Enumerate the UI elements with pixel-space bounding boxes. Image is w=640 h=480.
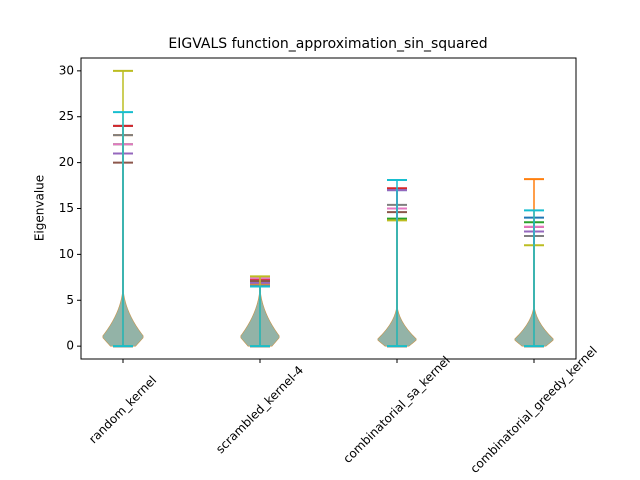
chart-title: EIGVALS function_approximation_sin_squar… bbox=[168, 36, 487, 52]
y-tick-label: 10 bbox=[59, 247, 74, 261]
x-tick-label: random_kernel bbox=[86, 373, 159, 446]
y-tick-label: 25 bbox=[59, 109, 74, 123]
axes-frame bbox=[80, 57, 577, 360]
plot-area bbox=[102, 69, 554, 348]
y-tick-label: 0 bbox=[66, 339, 74, 353]
x-tick-label: combinatorial_sa_kernel bbox=[340, 353, 453, 466]
y-tick-label: 30 bbox=[59, 63, 74, 77]
y-axis-label: Eigenvalue bbox=[33, 175, 47, 241]
x-tick-label: combinatorial_greedy_kernel bbox=[467, 343, 599, 475]
y-tick-label: 15 bbox=[59, 201, 74, 215]
y-tick-label: 20 bbox=[59, 155, 74, 169]
x-tick-label: scrambled_kernel-4 bbox=[213, 363, 306, 456]
y-tick-label: 5 bbox=[66, 293, 74, 307]
